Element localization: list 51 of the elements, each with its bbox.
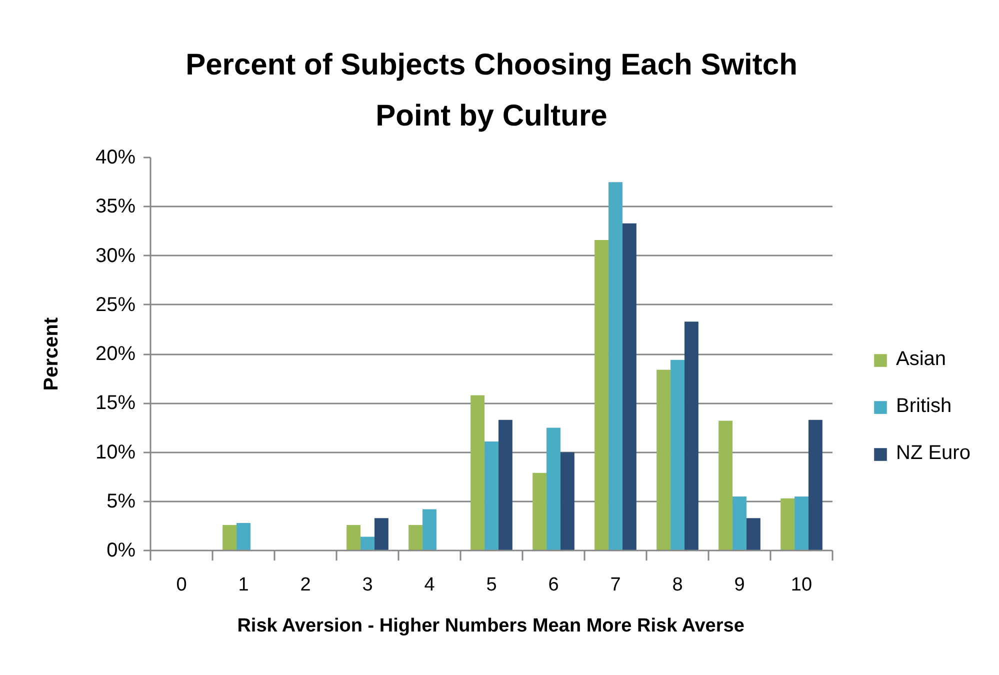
bar — [374, 518, 388, 550]
bar — [546, 428, 560, 550]
bar — [622, 223, 636, 550]
y-axis-title: Percent — [40, 316, 62, 391]
bar — [222, 524, 237, 550]
x-axis-title: Risk Aversion - Higher Numbers Mean More Risk Averse — [237, 616, 744, 636]
x-tick-label: 9 — [734, 574, 745, 596]
bar — [498, 420, 512, 550]
bar — [608, 182, 622, 550]
bar — [780, 498, 795, 550]
bar — [670, 360, 684, 550]
bar — [560, 452, 574, 550]
bar — [532, 472, 547, 550]
chart-title: Percent of Subjects Choosing Each Switch Point by Culture — [186, 48, 798, 132]
y-tick-label: 25% — [95, 294, 136, 316]
bar — [422, 509, 436, 550]
bar — [746, 518, 760, 550]
bar — [346, 524, 361, 550]
bar — [470, 395, 485, 550]
bar — [484, 441, 498, 550]
x-tick-label: 6 — [548, 574, 559, 596]
bar — [236, 522, 250, 550]
bar — [408, 524, 423, 550]
bar — [360, 536, 374, 550]
x-tick-label: 10 — [790, 574, 812, 596]
bar — [718, 420, 733, 550]
bar — [594, 240, 609, 550]
y-tick-label: 20% — [95, 343, 136, 365]
y-tick-label: 10% — [95, 441, 136, 464]
x-tick-label: 5 — [486, 574, 497, 596]
legend-label: NZ Euro — [896, 442, 970, 465]
bar — [808, 420, 822, 550]
x-tick-label: 3 — [362, 574, 373, 596]
bar — [684, 322, 698, 550]
x-tick-label: 1 — [238, 574, 249, 596]
y-tick-label: 30% — [95, 244, 136, 267]
legend-label: Asian — [896, 348, 946, 371]
y-tick-label: 0% — [106, 540, 136, 562]
y-tick-label: 15% — [95, 392, 136, 414]
y-tick-label: 35% — [95, 196, 136, 218]
y-tick-label: 5% — [106, 490, 136, 512]
x-tick-label: 0 — [176, 574, 187, 596]
y-tick-label: 40% — [95, 146, 136, 168]
x-tick-label: 4 — [424, 574, 436, 596]
x-tick-label: 8 — [672, 574, 683, 596]
bar — [656, 370, 671, 550]
bar — [732, 496, 746, 550]
x-tick-label: 7 — [610, 574, 621, 596]
x-tick-label: 2 — [300, 574, 311, 596]
bar — [794, 496, 808, 550]
legend-label: British — [896, 395, 952, 418]
